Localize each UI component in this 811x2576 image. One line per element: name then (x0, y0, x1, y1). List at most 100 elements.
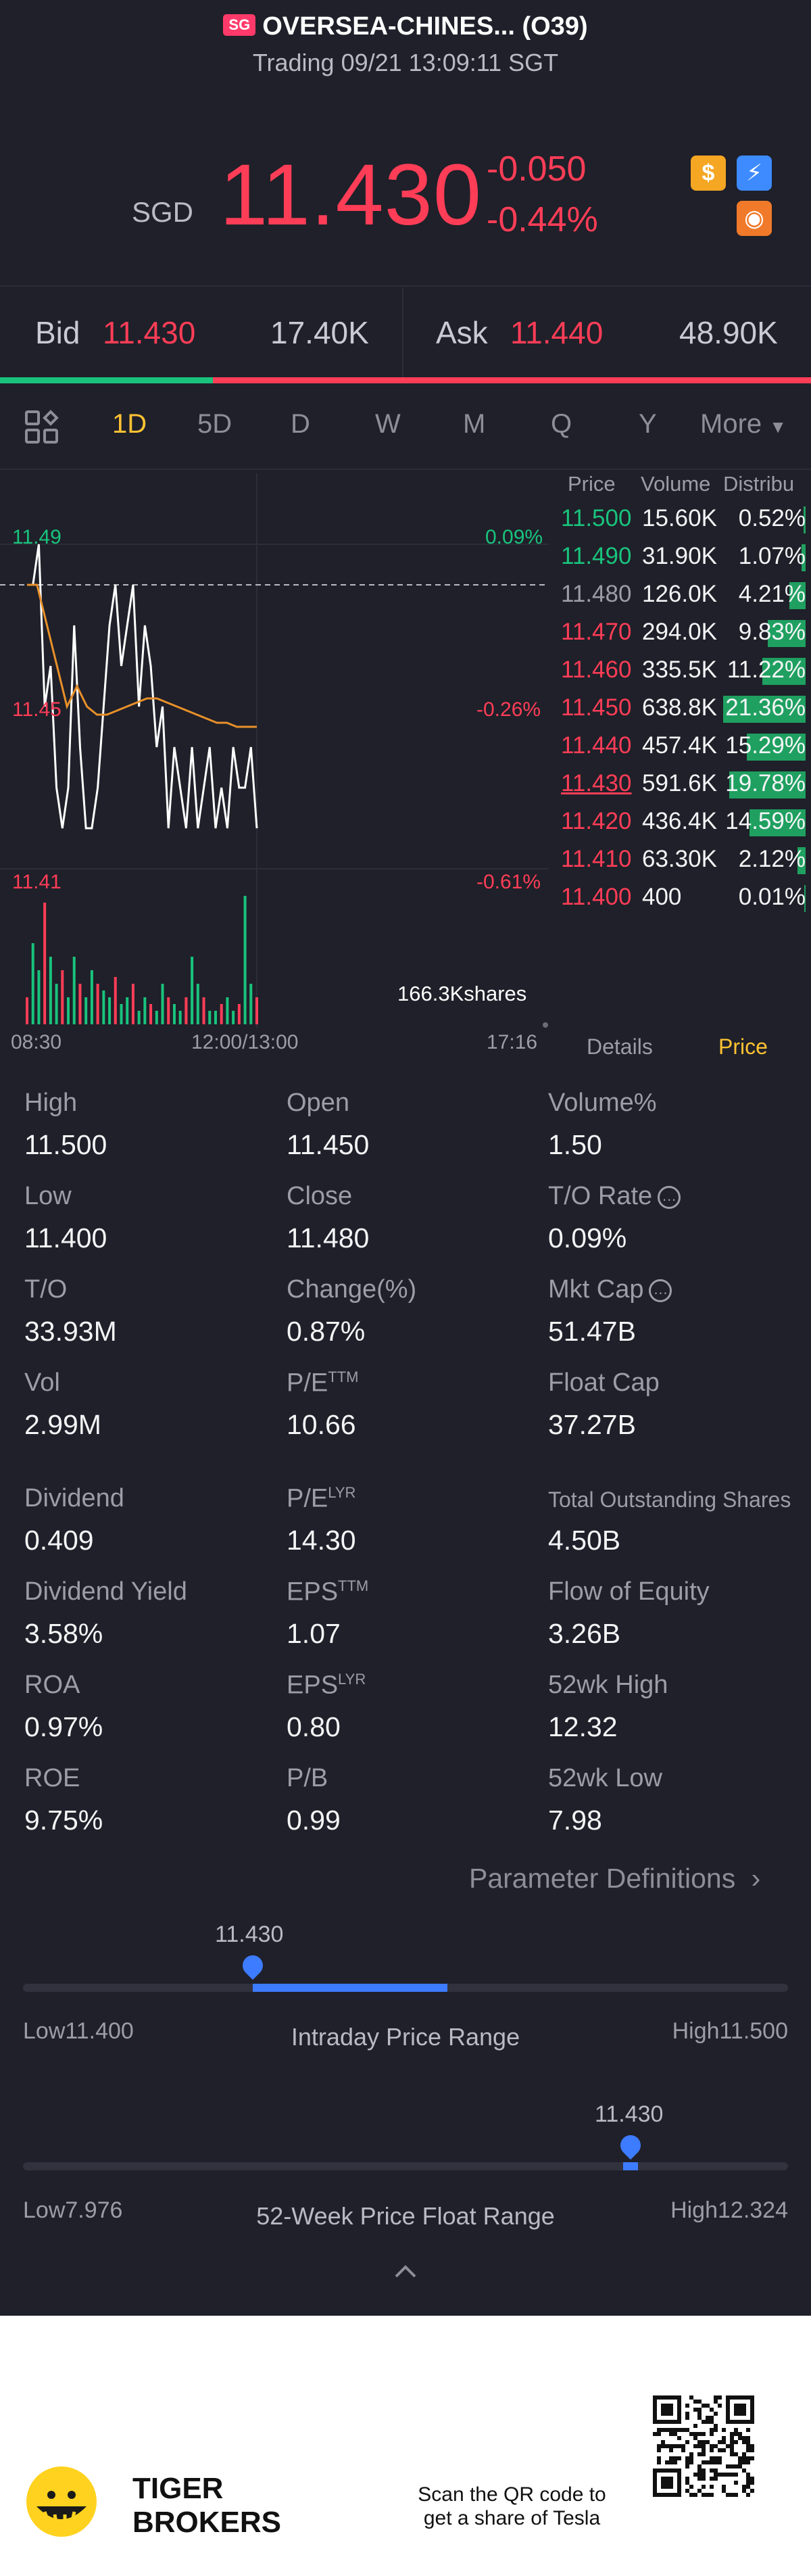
stat-label-change-pct: Change(%) (287, 1275, 417, 1304)
tab-5d[interactable]: 5D (197, 409, 232, 439)
depth-row[interactable]: 11.500 15.60K 0.52% (0, 504, 811, 539)
tab-m[interactable]: M (463, 409, 486, 439)
pct-axis-high: 0.09% (485, 526, 543, 548)
volume-bar (214, 1011, 217, 1024)
dollar-icon[interactable]: $ (691, 156, 726, 191)
info-icon[interactable]: … (649, 1279, 672, 1302)
distribution-bar (746, 734, 806, 761)
qr-code-icon[interactable] (653, 2395, 754, 2497)
volume-bar (114, 977, 117, 1024)
bid-strength-bar (0, 377, 213, 383)
tab-more[interactable]: More ▼ (700, 409, 787, 439)
depth-row[interactable]: 11.480 126.0K 4.21% (0, 579, 811, 615)
week52-range-fill (622, 2162, 638, 2170)
volume-bar (196, 984, 199, 1024)
ask-size: 48.90K (679, 315, 778, 350)
depth-volume: 457.4K (642, 732, 717, 759)
parameter-definitions-link[interactable]: Parameter Definitions › (469, 1863, 760, 1894)
depth-row[interactable]: 11.420 436.4K 14.59% (0, 807, 811, 842)
distribution-bar (797, 847, 806, 874)
flash-icon[interactable]: ⚡ (737, 156, 772, 191)
volume-bar (220, 1004, 223, 1024)
week52-high: High12.324 (670, 2197, 788, 2223)
currency-label: SGD (132, 196, 194, 228)
chevron-right-icon: › (751, 1863, 761, 1894)
market-badge: SG (223, 14, 256, 36)
stat-value-to-rate: 0.09% (548, 1222, 627, 1254)
stat-label-dividend: Dividend (24, 1484, 124, 1512)
stat-label-roa: ROA (24, 1671, 80, 1699)
depth-price: 11.500 (561, 505, 632, 531)
intraday-chart[interactable] (0, 473, 549, 1028)
volume-bar (72, 957, 76, 1024)
stat-value-mkt-cap: 51.47B (548, 1316, 636, 1347)
depth-row[interactable]: 11.410 63.30K 2.12% (0, 844, 811, 880)
depth-row[interactable]: 11.450 638.8K 21.36% (0, 693, 811, 728)
depth-row[interactable]: 11.430 591.6K 19.78% (0, 769, 811, 804)
volume-bar (102, 991, 105, 1024)
trading-status: Trading 09/21 13:09:11 SGT (252, 49, 559, 76)
depth-price: 11.440 (561, 732, 632, 759)
divider (0, 285, 811, 287)
volume-bar (78, 984, 82, 1024)
stat-label-close: Close (287, 1182, 353, 1210)
info-icon[interactable]: … (658, 1185, 681, 1209)
depth-header-volume: Volume (641, 472, 711, 496)
last-price: 11.430 (220, 147, 482, 243)
qr-caption-1: Scan the QR code to (418, 2483, 606, 2506)
stat-label-pe-ttm: P/ETTM (287, 1368, 359, 1398)
tab-details[interactable]: Details (587, 1034, 653, 1059)
depth-volume: 294.0K (642, 619, 717, 645)
volume-bar (185, 997, 188, 1024)
depth-row[interactable]: 11.460 335.5K 11.22% (0, 655, 811, 690)
tab-w[interactable]: W (375, 409, 401, 439)
intraday-range-title: Intraday Price Range (291, 2023, 520, 2051)
depth-price: 11.490 (561, 543, 632, 569)
distribution-bar (749, 809, 806, 836)
options-icon[interactable]: ◉ (737, 201, 772, 236)
tab-price[interactable]: Price (718, 1034, 768, 1059)
intraday-current-value: 11.430 (215, 1922, 284, 1947)
ask-price: 11.440 (510, 315, 604, 350)
week52-low: Low7.976 (23, 2197, 123, 2223)
stat-label-wk52-high: 52wk High (548, 1671, 668, 1699)
tab-1d[interactable]: 1D (112, 409, 147, 439)
depth-percent: 4.21% (738, 581, 806, 607)
stat-value-wk52-high: 12.32 (548, 1711, 618, 1742)
stat-label-to-rate[interactable]: T/O Rate… (548, 1182, 681, 1211)
qr-caption-2: get a share of Tesla (423, 2507, 601, 2529)
collapse-chevron-icon[interactable] (392, 2262, 419, 2284)
avg-price-line (27, 583, 257, 728)
tab-d[interactable]: D (291, 409, 310, 439)
y-axis-mid: 11.45 (12, 698, 62, 721)
depth-percent: 0.52% (738, 505, 806, 531)
tab-y[interactable]: Y (639, 409, 657, 439)
depth-volume: 638.8K (642, 694, 717, 721)
stat-label-mkt-cap[interactable]: Mkt Cap… (548, 1275, 672, 1304)
depth-volume: 15.60K (642, 505, 717, 531)
depth-row[interactable]: 11.470 294.0K 9.83% (0, 617, 811, 652)
parameter-definitions-label: Parameter Definitions (469, 1863, 736, 1894)
x-axis-start: 08:30 (11, 1031, 62, 1053)
depth-row[interactable]: 11.490 31.90K 1.07% (0, 542, 811, 577)
distribution-bar (729, 771, 806, 798)
volume-bar (49, 957, 52, 1024)
volume-bar (143, 997, 147, 1024)
brand-line-1: TIGER (132, 2472, 224, 2505)
week52-marker-icon (616, 2130, 645, 2160)
stat-value-total-shares: 4.50B (548, 1525, 621, 1556)
layout-grid-icon[interactable] (24, 410, 59, 445)
depth-percent: 11.22% (727, 657, 806, 683)
stat-value-flow-equity: 3.26B (548, 1618, 621, 1649)
y-axis-high: 11.49 (12, 526, 62, 548)
depth-row[interactable]: 11.440 457.4K 15.29% (0, 731, 811, 766)
bid-price: 11.430 (103, 315, 196, 350)
depth-price: 11.430 (561, 770, 632, 796)
depth-row[interactable]: 11.400 400 0.01% (0, 882, 811, 917)
stat-label-pe-lyr: P/ELYR (287, 1484, 356, 1513)
depth-price: 11.420 (561, 808, 632, 834)
stat-label-eps-ttm: EPSTTM (287, 1577, 369, 1606)
price-change-pct: -0.44% (487, 200, 598, 239)
tab-q[interactable]: Q (551, 409, 572, 439)
depth-percent: 2.12% (738, 846, 806, 872)
